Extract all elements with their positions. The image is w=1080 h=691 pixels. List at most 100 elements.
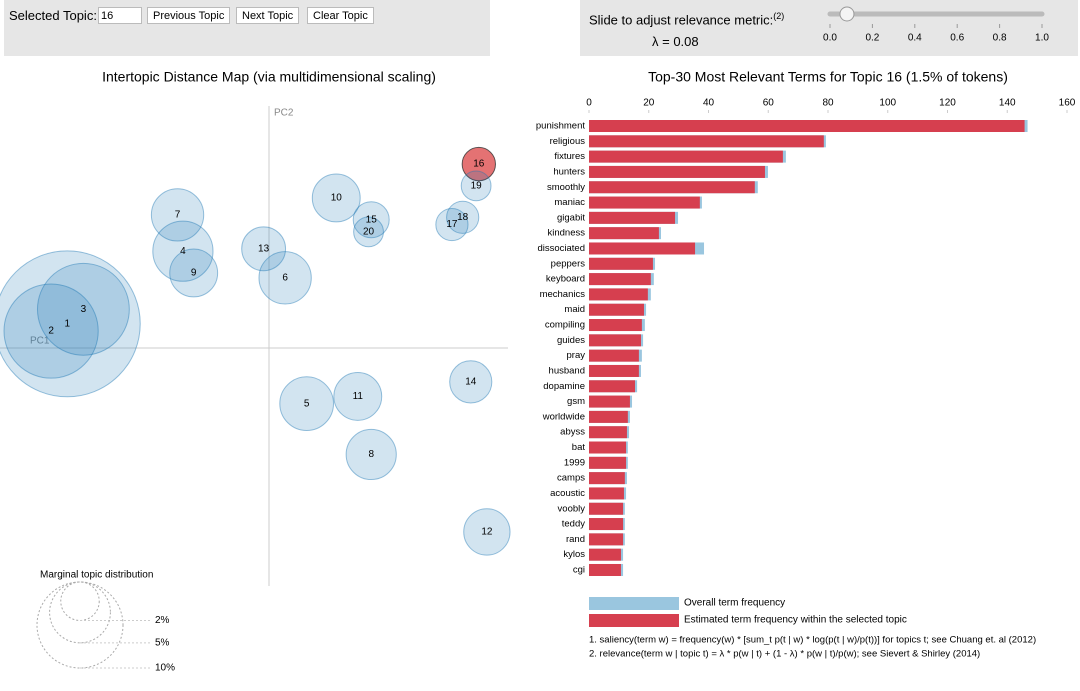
chart-title: Top-30 Most Relevant Terms for Topic 16 …	[648, 69, 1008, 85]
term-bar[interactable]	[589, 181, 755, 194]
x-tick-label: 160	[1059, 98, 1076, 109]
legend-swatch	[589, 614, 679, 627]
slider-tick-label: 0.4	[908, 33, 922, 44]
term-bar[interactable]	[589, 456, 627, 469]
topic-label: 8	[368, 449, 374, 460]
clear-button[interactable]: Clear Topic	[307, 7, 374, 24]
size-legend-label: 2%	[155, 615, 170, 626]
term-bar[interactable]	[589, 563, 621, 576]
term-bar[interactable]	[589, 165, 765, 178]
topic-bubble[interactable]	[258, 251, 312, 305]
topic-bubble[interactable]	[169, 248, 219, 298]
slider-panel	[580, 0, 1078, 56]
term-label: peppers	[551, 258, 586, 269]
term-bar[interactable]	[589, 441, 627, 454]
term-bar[interactable]	[589, 120, 1025, 132]
y-axis-label: PC2	[274, 108, 294, 119]
topic-bubble[interactable]	[460, 170, 492, 202]
topic-bubble[interactable]	[333, 371, 383, 421]
term-bar[interactable]	[589, 502, 624, 515]
slider-handle[interactable]	[839, 6, 855, 22]
slider-tick-label: 0.8	[993, 33, 1007, 44]
topic-bubble[interactable]	[463, 508, 511, 556]
topic-label: 6	[282, 272, 288, 283]
x-tick-label: 140	[999, 98, 1016, 109]
topic-label: 12	[481, 527, 493, 538]
term-label: kindness	[548, 228, 586, 239]
chart-title: Intertopic Distance Map (via multidimens…	[102, 69, 436, 85]
topic-input[interactable]	[98, 7, 142, 24]
topic-bubble[interactable]	[152, 220, 214, 282]
term-bar[interactable]	[589, 257, 653, 270]
size-legend-circle	[36, 581, 124, 669]
term-bar[interactable]	[589, 349, 639, 362]
term-bar[interactable]	[589, 288, 648, 301]
slider-label-text: Slide to adjust relevance metric:	[589, 12, 774, 28]
x-tick-label: 80	[822, 98, 834, 109]
term-bar[interactable]	[589, 518, 624, 531]
term-bar[interactable]	[589, 472, 625, 485]
topic-bubble[interactable]	[3, 283, 99, 379]
term-label: mechanics	[540, 289, 586, 300]
term-bar[interactable]	[589, 319, 642, 332]
term-bar[interactable]	[589, 487, 624, 500]
topic-bubble[interactable]	[352, 201, 390, 239]
term-label: kylos	[563, 549, 585, 560]
topic-bubble[interactable]	[279, 376, 335, 432]
term-bar[interactable]	[589, 196, 700, 209]
term-bar[interactable]	[589, 303, 644, 316]
x-tick-label: 120	[939, 98, 956, 109]
term-label: gsm	[567, 396, 585, 407]
topic-bubble[interactable]	[345, 428, 397, 481]
term-bar[interactable]	[589, 135, 824, 148]
term-bar[interactable]	[589, 242, 696, 255]
topic-bubble[interactable]	[0, 250, 141, 398]
topic-bubble[interactable]	[353, 216, 384, 248]
x-tick-label: 60	[763, 98, 775, 109]
term-label: abyss	[560, 427, 585, 438]
term-bar[interactable]	[589, 364, 639, 377]
slider-tick-label: 0.6	[950, 33, 964, 44]
legend-swatch	[589, 597, 679, 610]
topic-label: Selected Topic:	[9, 8, 97, 23]
term-bar[interactable]	[589, 211, 676, 224]
term-label: hunters	[553, 166, 585, 177]
prev-button[interactable]: Previous Topic	[147, 7, 231, 24]
topic-bubble[interactable]	[446, 200, 480, 234]
term-label: punishment	[536, 121, 585, 132]
topic-bubble[interactable]	[241, 226, 287, 272]
size-legend-label: 5%	[155, 637, 170, 648]
legend-label: Estimated term frequency within the sele…	[684, 615, 907, 626]
topic-bubble[interactable]	[36, 262, 130, 356]
topic-bubble[interactable]	[435, 207, 469, 242]
term-bar[interactable]	[589, 150, 783, 163]
term-bar[interactable]	[589, 548, 621, 561]
topic-bubble[interactable]	[461, 146, 496, 182]
term-label: acoustic	[550, 488, 585, 499]
term-bar[interactable]	[589, 426, 627, 439]
term-bar[interactable]	[589, 334, 641, 347]
next-button[interactable]: Next Topic	[236, 7, 300, 24]
topic-bubble[interactable]	[150, 188, 205, 242]
term-bar[interactable]	[589, 380, 636, 393]
term-label: bat	[572, 442, 586, 453]
term-bar[interactable]	[589, 273, 651, 286]
topic-bubble[interactable]	[311, 173, 361, 223]
slider-tick-label: 0.2	[865, 33, 879, 44]
topic-label: 3	[81, 304, 87, 315]
term-bar[interactable]	[589, 410, 628, 423]
term-bar[interactable]	[589, 395, 630, 408]
term-bar[interactable]	[589, 227, 659, 240]
lambda-value: λ = 0.08	[652, 34, 699, 49]
term-label: rand	[566, 534, 585, 545]
term-label: dissociated	[537, 243, 585, 254]
term-label: compiling	[545, 320, 585, 331]
size-legend-title: Marginal topic distribution	[40, 570, 153, 581]
term-bar[interactable]	[589, 533, 624, 546]
topic-bubble[interactable]	[449, 360, 493, 404]
term-label: camps	[557, 473, 585, 484]
term-label: husband	[549, 365, 585, 376]
term-label: worldwide	[542, 411, 585, 422]
topic-label: 17	[446, 219, 458, 230]
